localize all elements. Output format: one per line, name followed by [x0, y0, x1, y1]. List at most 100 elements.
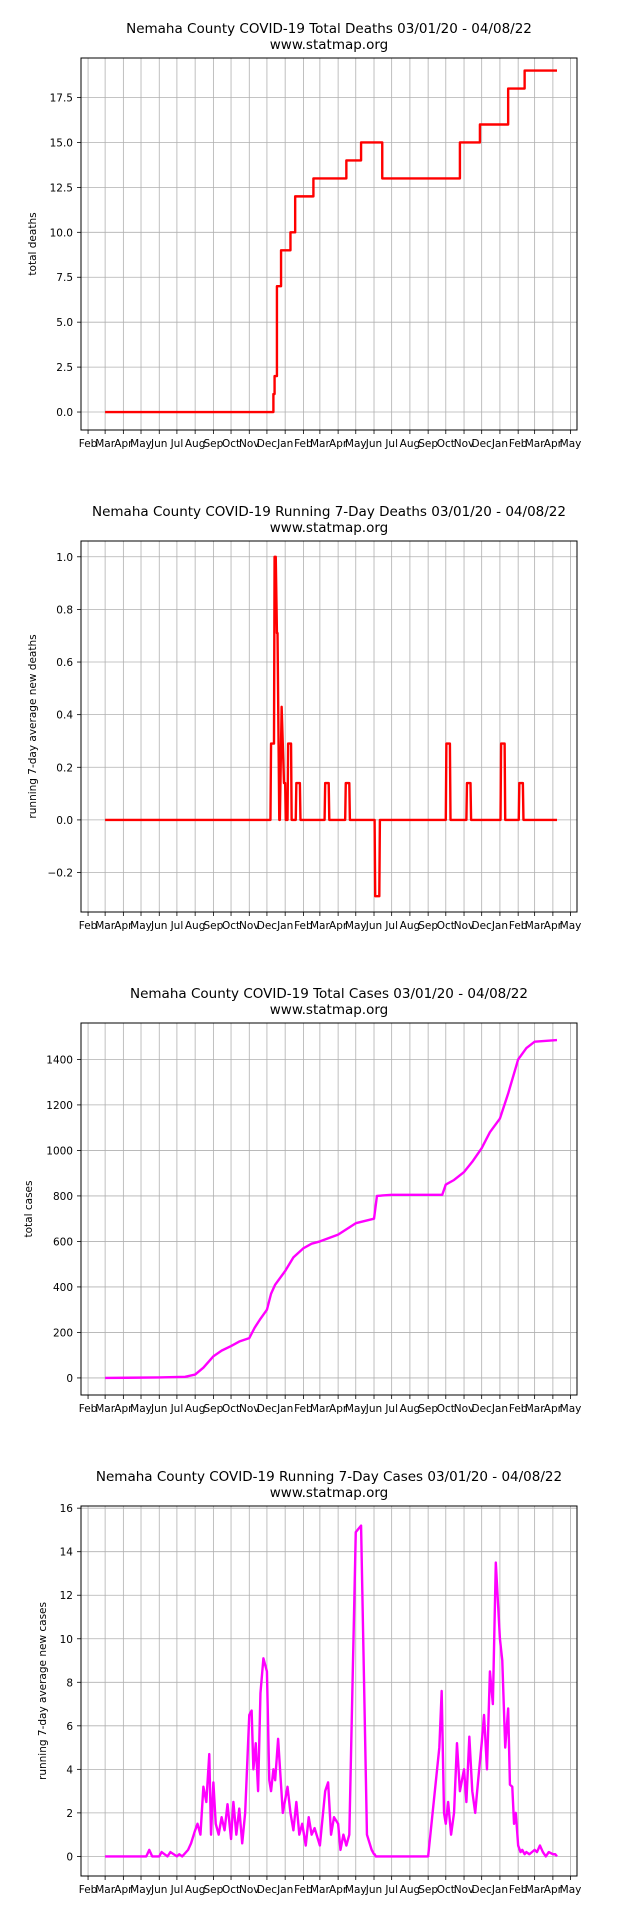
- x-tick-label: May: [560, 1884, 582, 1896]
- x-tick-label: Jun: [365, 1884, 382, 1896]
- chart-panel-2: Nemaha County COVID-19 Running 7-Day Dea…: [27, 504, 581, 932]
- x-tick-label: Sep: [418, 1884, 438, 1896]
- x-tick-label: Jul: [384, 1884, 398, 1896]
- x-tick-label: Apr: [544, 438, 563, 450]
- x-tick-label: Mar: [95, 438, 115, 450]
- chart-title: Nemaha County COVID-19 Total Deaths 03/0…: [126, 21, 532, 37]
- x-tick-label: Aug: [400, 920, 421, 932]
- x-tick-label: Oct: [437, 1403, 455, 1415]
- y-axis-label: total cases: [23, 1181, 35, 1238]
- y-tick-label: 15.0: [50, 137, 73, 149]
- x-tick-label: Jan: [491, 920, 508, 932]
- plot-frame: [80, 57, 578, 431]
- x-tick-label: Dec: [257, 920, 278, 932]
- x-tick-label: Apr: [329, 1884, 348, 1896]
- x-tick-label: May: [560, 438, 582, 450]
- x-tick-label: Feb: [509, 1403, 528, 1415]
- x-tick-label: Dec: [472, 1403, 493, 1415]
- x-tick-label: Dec: [472, 1884, 493, 1896]
- plot-frame: [80, 540, 578, 913]
- x-tick-label: Jan: [491, 1403, 508, 1415]
- x-tick-label: Jul: [384, 1403, 398, 1415]
- x-tick-label: May: [345, 1403, 367, 1415]
- x-tick-label: Mar: [525, 920, 545, 932]
- y-tick-label: 0.8: [56, 604, 73, 616]
- x-tick-label: Nov: [239, 1884, 260, 1896]
- x-tick-label: Aug: [185, 438, 206, 450]
- x-tick-label: Nov: [454, 438, 475, 450]
- x-tick-label: Feb: [294, 1403, 313, 1415]
- x-tick-label: May: [560, 920, 582, 932]
- x-tick-label: Jul: [170, 438, 184, 450]
- x-tick-label: Sep: [203, 1884, 223, 1896]
- x-tick-label: Feb: [294, 1884, 313, 1896]
- y-tick-label: 7.5: [56, 272, 73, 284]
- chart-panel-4: Nemaha County COVID-19 Running 7-Day Cas…: [37, 1469, 581, 1896]
- x-tick-label: Jul: [170, 1884, 184, 1896]
- x-tick-label: Feb: [509, 1884, 528, 1896]
- x-tick-label: Nov: [454, 1403, 475, 1415]
- y-tick-label: 2: [66, 1808, 73, 1820]
- x-tick-label: Aug: [185, 920, 206, 932]
- y-tick-label: 600: [53, 1236, 73, 1248]
- x-tick-label: Jul: [384, 438, 398, 450]
- y-tick-label: 1.0: [56, 552, 73, 564]
- x-tick-label: Mar: [95, 1403, 115, 1415]
- x-tick-label: Jun: [150, 920, 167, 932]
- x-tick-label: Sep: [418, 438, 438, 450]
- y-tick-label: 1400: [46, 1054, 73, 1066]
- x-tick-label: Feb: [509, 920, 528, 932]
- y-tick-label: 12.5: [50, 182, 73, 194]
- x-tick-label: Dec: [257, 438, 278, 450]
- y-tick-label: 0.0: [56, 407, 73, 419]
- x-tick-label: Oct: [437, 1884, 455, 1896]
- x-tick-label: Mar: [310, 438, 330, 450]
- x-tick-label: Jan: [276, 920, 293, 932]
- chart-subtitle: www.statmap.org: [270, 1485, 389, 1501]
- x-tick-label: Feb: [294, 920, 313, 932]
- series-line-1: [105, 1038, 558, 1380]
- y-tick-label: 0: [66, 1851, 73, 1863]
- y-tick-label: 5.0: [56, 317, 73, 329]
- x-tick-label: Nov: [239, 1403, 260, 1415]
- x-tick-label: Jan: [276, 1884, 293, 1896]
- x-tick-label: Mar: [310, 1403, 330, 1415]
- x-tick-label: Apr: [329, 438, 348, 450]
- x-tick-label: Dec: [257, 1403, 278, 1415]
- x-tick-label: Nov: [239, 438, 260, 450]
- y-axis-label: total deaths: [27, 212, 39, 275]
- x-tick-label: Aug: [400, 438, 421, 450]
- y-tick-label: 10.0: [50, 227, 73, 239]
- y-tick-label: −0.2: [48, 868, 74, 880]
- x-tick-label: Aug: [185, 1403, 206, 1415]
- x-tick-label: Jan: [491, 1884, 508, 1896]
- x-tick-label: Feb: [79, 1884, 98, 1896]
- chart-subtitle: www.statmap.org: [270, 1002, 389, 1018]
- x-tick-label: May: [130, 1403, 152, 1415]
- y-tick-label: 1200: [46, 1100, 73, 1112]
- y-tick-label: 0.0: [56, 815, 73, 827]
- y-tick-label: 400: [53, 1282, 73, 1294]
- x-tick-label: Dec: [257, 1884, 278, 1896]
- x-tick-label: Dec: [472, 920, 493, 932]
- y-tick-label: 0.4: [56, 710, 73, 722]
- plot-frame: [80, 1505, 578, 1877]
- x-tick-label: Nov: [454, 1884, 475, 1896]
- x-tick-label: Sep: [203, 1403, 223, 1415]
- x-tick-label: Mar: [525, 438, 545, 450]
- y-tick-label: 12: [60, 1590, 73, 1602]
- x-tick-label: Mar: [525, 1403, 545, 1415]
- y-tick-label: 10: [60, 1634, 73, 1646]
- y-tick-label: 4: [66, 1764, 73, 1776]
- x-tick-label: Apr: [114, 920, 133, 932]
- y-tick-label: 16: [60, 1503, 74, 1515]
- series-line-1: [105, 69, 557, 414]
- x-tick-label: May: [130, 920, 152, 932]
- x-tick-label: Jun: [365, 438, 382, 450]
- x-tick-label: Sep: [203, 920, 223, 932]
- x-tick-label: Oct: [222, 1403, 240, 1415]
- x-tick-label: Jan: [276, 1403, 293, 1415]
- x-tick-label: Jan: [491, 438, 508, 450]
- x-tick-label: Nov: [239, 920, 260, 932]
